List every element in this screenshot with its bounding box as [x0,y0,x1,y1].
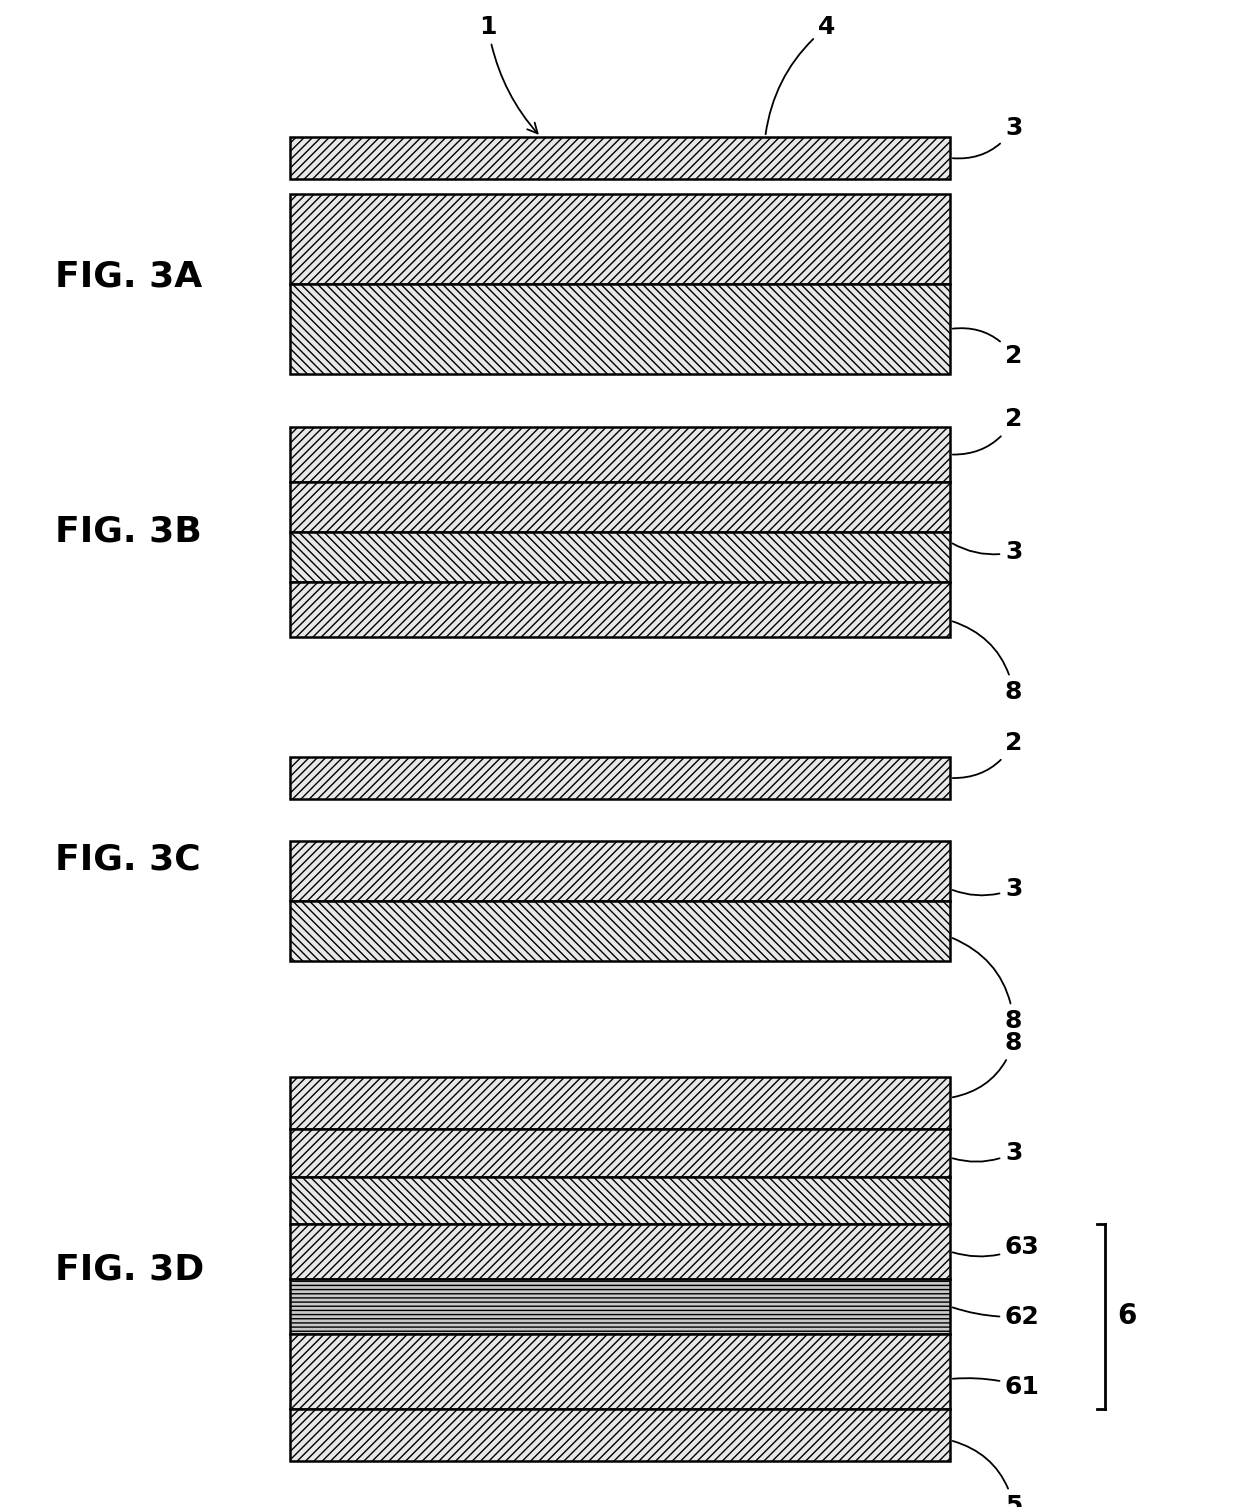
Bar [290,582,950,637]
Text: 3: 3 [952,116,1022,158]
Text: 8: 8 [952,937,1022,1032]
Bar [290,426,950,482]
Text: FIG. 3C: FIG. 3C [55,842,201,876]
Bar [290,137,950,179]
Text: 2: 2 [952,329,1022,368]
Bar [290,841,950,901]
Text: 63: 63 [952,1234,1040,1258]
Bar [290,1078,950,1129]
Bar [290,1279,950,1334]
Text: FIG. 3B: FIG. 3B [55,515,202,549]
Text: 2: 2 [952,731,1022,778]
Bar [290,757,950,799]
Text: FIG. 3D: FIG. 3D [55,1252,205,1285]
Bar [290,194,950,283]
Bar [290,1129,950,1177]
Bar [290,283,950,374]
Text: 1: 1 [479,15,538,134]
Bar [290,1177,950,1224]
Bar [290,901,950,961]
Text: 61: 61 [952,1374,1040,1398]
Bar [290,482,950,532]
Text: 2: 2 [952,407,1022,455]
Bar [290,532,950,582]
Text: 3: 3 [952,877,1022,901]
Text: 8: 8 [952,621,1022,704]
Text: 4: 4 [765,15,836,134]
Text: 3: 3 [952,1141,1022,1165]
Text: 6: 6 [1117,1302,1136,1331]
Text: 62: 62 [952,1305,1040,1329]
Text: FIG. 3A: FIG. 3A [55,259,202,294]
Text: 3: 3 [952,540,1022,564]
Bar [290,1224,950,1279]
Text: 5: 5 [952,1441,1022,1507]
Text: 8: 8 [952,1031,1022,1097]
Bar [290,1334,950,1409]
Bar [290,1409,950,1460]
